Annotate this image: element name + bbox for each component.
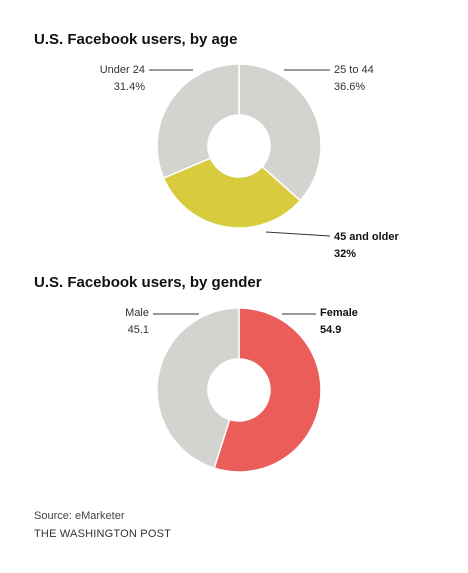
slice-value-25-to-44: 36.6% xyxy=(334,81,365,93)
slice-under-24 xyxy=(156,63,240,180)
age-donut-chart: 25 to 44 36.6% 45 and older 32% Under 24 31.4… xyxy=(100,63,400,260)
gender-donut-chart: Female 54.9 Male 45.1 xyxy=(125,307,358,473)
leader-line-45-and-older xyxy=(265,231,331,237)
slice-label-female: Female xyxy=(320,307,358,319)
publisher-credit: THE WASHINGTON POST xyxy=(34,528,172,540)
slice-25-to-44 xyxy=(238,63,322,202)
slice-45-and-older xyxy=(162,157,302,229)
slice-label-45-and-older: 45 and older xyxy=(334,231,400,243)
slice-female xyxy=(213,307,322,473)
slice-value-male: 45.1 xyxy=(128,324,149,336)
slice-label-under-24: Under 24 xyxy=(100,64,145,76)
slice-label-male: Male xyxy=(125,307,149,319)
age-chart-title: U.S. Facebook users, by age xyxy=(34,31,238,48)
source-note: Source: eMarketer xyxy=(34,510,125,522)
slice-male xyxy=(156,307,240,470)
slice-value-female: 54.9 xyxy=(320,324,341,336)
slice-value-45-and-older: 32% xyxy=(334,248,356,260)
gender-chart-title: U.S. Facebook users, by gender xyxy=(34,274,262,291)
slice-label-25-to-44: 25 to 44 xyxy=(334,64,374,76)
slice-value-under-24: 31.4% xyxy=(114,81,145,93)
